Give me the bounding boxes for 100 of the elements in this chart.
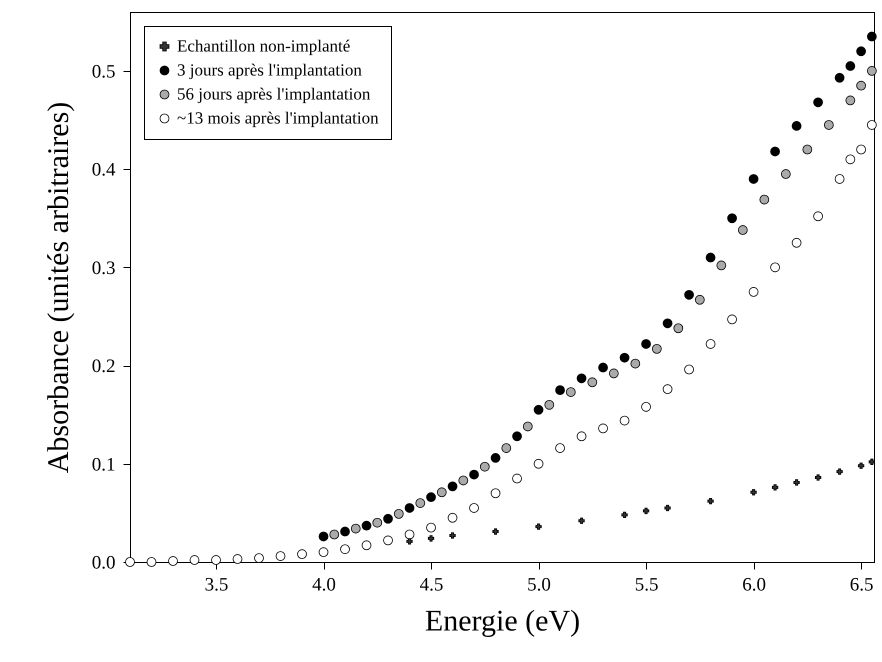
point bbox=[772, 484, 778, 490]
point bbox=[362, 540, 372, 550]
point bbox=[534, 458, 544, 469]
point bbox=[793, 479, 800, 486]
point bbox=[845, 61, 856, 71]
point bbox=[652, 344, 662, 354]
point bbox=[620, 416, 630, 426]
x-tick-label: 6.5 bbox=[850, 574, 874, 596]
point bbox=[436, 487, 447, 498]
point bbox=[716, 260, 726, 270]
point bbox=[544, 400, 554, 410]
y-tick-label: 0.3 bbox=[92, 258, 116, 279]
x-tick-label: 4.0 bbox=[312, 574, 336, 596]
point bbox=[684, 290, 694, 300]
point bbox=[190, 555, 200, 565]
point bbox=[856, 46, 866, 56]
point bbox=[598, 362, 608, 372]
point bbox=[512, 474, 522, 484]
point bbox=[394, 509, 404, 519]
point bbox=[448, 482, 458, 492]
point bbox=[350, 524, 361, 534]
point bbox=[858, 462, 864, 469]
point bbox=[608, 368, 619, 378]
x-tick-label: 6.0 bbox=[742, 574, 766, 596]
y-tick-label: 0.2 bbox=[92, 356, 116, 378]
point bbox=[578, 518, 585, 524]
point bbox=[706, 339, 716, 349]
y-axis-title: Absorbance (unités arbitraires) bbox=[42, 102, 75, 474]
point bbox=[501, 443, 512, 453]
point bbox=[856, 144, 866, 154]
y-tick-label: 0.1 bbox=[92, 454, 116, 476]
point bbox=[845, 154, 856, 164]
point bbox=[576, 431, 586, 442]
point bbox=[469, 503, 479, 513]
point bbox=[522, 422, 533, 432]
point bbox=[748, 174, 758, 184]
point bbox=[834, 174, 844, 184]
legend-label: ~13 mois après l'implantation bbox=[177, 108, 380, 128]
point bbox=[792, 121, 802, 131]
point bbox=[372, 518, 382, 528]
point bbox=[404, 503, 414, 513]
y-tick-label: 0.4 bbox=[92, 160, 116, 181]
point bbox=[490, 488, 500, 498]
point bbox=[566, 387, 576, 397]
point bbox=[834, 72, 844, 83]
point bbox=[448, 512, 458, 523]
point bbox=[340, 526, 350, 536]
point bbox=[642, 508, 650, 514]
point bbox=[727, 213, 737, 224]
point bbox=[836, 468, 843, 475]
point bbox=[469, 470, 479, 480]
point bbox=[621, 512, 628, 518]
point bbox=[340, 544, 350, 554]
point bbox=[770, 146, 780, 156]
point bbox=[492, 528, 499, 535]
point bbox=[813, 97, 823, 108]
x-tick-label: 5.0 bbox=[527, 574, 551, 596]
point bbox=[856, 80, 866, 91]
point bbox=[512, 431, 522, 442]
point bbox=[598, 424, 608, 434]
point bbox=[706, 252, 716, 262]
legend-label: 56 jours après l'implantation bbox=[177, 84, 371, 104]
point bbox=[673, 323, 684, 334]
point bbox=[630, 358, 640, 368]
point bbox=[168, 556, 178, 566]
point bbox=[641, 339, 651, 349]
point bbox=[641, 402, 651, 412]
point bbox=[662, 384, 672, 394]
point bbox=[318, 547, 328, 558]
point bbox=[426, 492, 436, 502]
point bbox=[866, 66, 877, 76]
point bbox=[792, 238, 802, 248]
point bbox=[664, 504, 671, 512]
point bbox=[276, 551, 286, 561]
point bbox=[738, 225, 748, 235]
point bbox=[254, 553, 264, 563]
point bbox=[415, 498, 426, 508]
legend-label: Echantillon non-implanté bbox=[177, 36, 350, 56]
point bbox=[684, 364, 694, 374]
point bbox=[868, 458, 875, 465]
point bbox=[770, 262, 780, 272]
point bbox=[318, 532, 328, 542]
point bbox=[813, 211, 823, 222]
point bbox=[866, 32, 877, 42]
point bbox=[814, 474, 822, 481]
point bbox=[534, 404, 544, 415]
point bbox=[383, 514, 393, 524]
point bbox=[404, 530, 414, 540]
point bbox=[426, 522, 436, 532]
point bbox=[802, 144, 812, 154]
point bbox=[759, 194, 770, 204]
point bbox=[146, 557, 156, 567]
point bbox=[449, 532, 456, 539]
point bbox=[576, 373, 586, 384]
point bbox=[727, 314, 737, 324]
point bbox=[535, 524, 542, 530]
point bbox=[866, 120, 877, 130]
x-axis-title: Energie (eV) bbox=[424, 604, 580, 638]
point bbox=[555, 443, 565, 453]
y-tick-label: 0.0 bbox=[92, 552, 116, 574]
